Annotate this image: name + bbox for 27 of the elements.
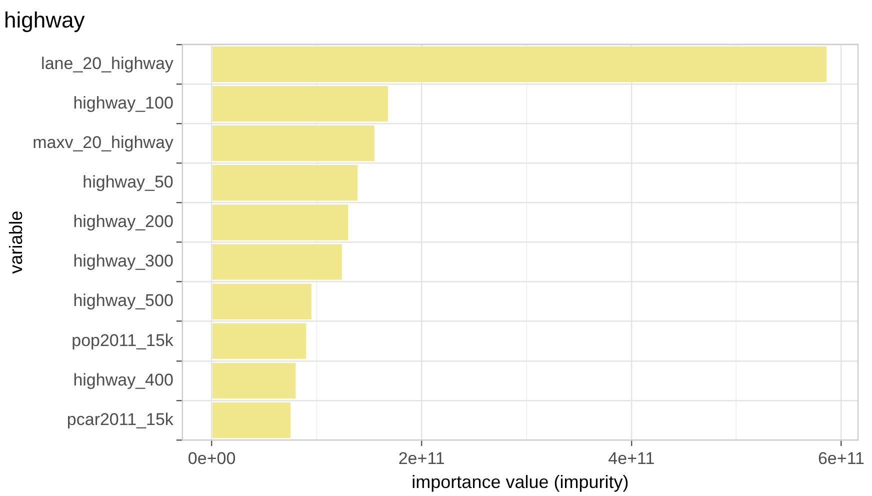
bar <box>212 86 388 122</box>
x-tick-label: 0e+00 <box>188 448 236 468</box>
bar <box>212 244 342 280</box>
chart-title: highway <box>4 7 85 32</box>
x-axis-title: importance value (impurity) <box>412 472 629 492</box>
y-tick-label: highway_50 <box>82 172 174 192</box>
y-tick-label: lane_20_highway <box>41 54 174 73</box>
bar <box>212 46 827 82</box>
y-tick-label: highway_300 <box>73 252 174 271</box>
y-tick-label: maxv_20_highway <box>32 132 174 152</box>
y-tick-label: highway_100 <box>73 93 174 112</box>
x-tick-label: 6e+11 <box>818 448 864 468</box>
y-tick-label: highway_400 <box>73 370 174 390</box>
bar <box>212 402 290 438</box>
bar <box>212 362 296 398</box>
y-tick-label: pcar2011_15k <box>66 410 174 429</box>
y-tick-label: pop2011_15k <box>72 330 174 350</box>
y-tick-label: highway_200 <box>73 212 174 232</box>
bar <box>212 284 312 320</box>
bar <box>212 126 374 162</box>
bar <box>212 204 348 240</box>
x-tick-label: 4e+11 <box>608 448 655 468</box>
y-tick-label: highway_500 <box>73 291 174 310</box>
y-axis-title: variable <box>6 210 26 274</box>
bar <box>212 165 358 201</box>
bar <box>212 323 306 359</box>
x-tick-label: 2e+11 <box>398 448 445 468</box>
